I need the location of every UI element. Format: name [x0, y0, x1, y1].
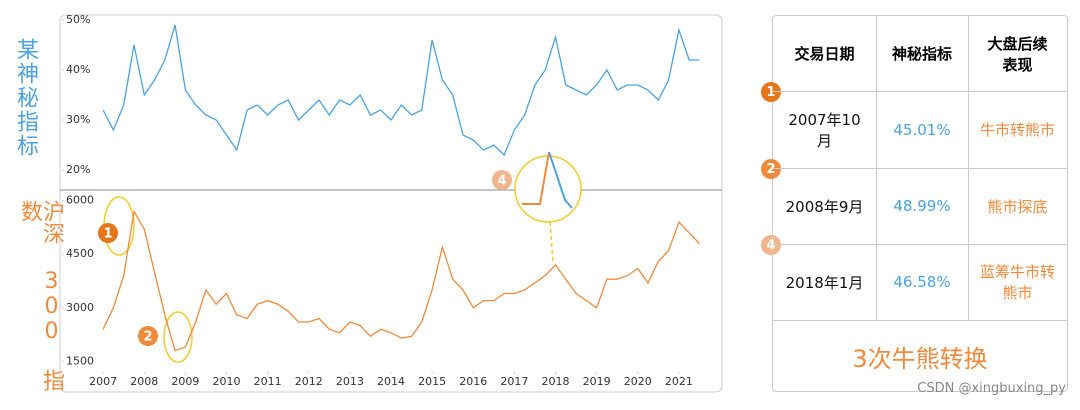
highlight: [163, 311, 193, 363]
watermark: CSDN @xingbuxing_py: [917, 381, 1066, 396]
row-marker: 1: [761, 82, 781, 102]
table-footer: 3次牛熊转换: [852, 344, 988, 373]
row-marker: 2: [761, 159, 781, 179]
row-marker: 4: [761, 235, 781, 255]
marker-label: 1: [103, 227, 112, 242]
x-tick-label: 2008: [130, 375, 158, 388]
table-cell: 46.58%: [893, 273, 951, 291]
table-cell: 2018年1月: [785, 273, 864, 292]
x-tick-label: 2015: [418, 375, 446, 388]
table-rule: [773, 168, 1067, 169]
table-rule: [773, 244, 1067, 245]
magnified-line: [522, 151, 550, 205]
y-tick-label: 40%: [66, 63, 90, 76]
y-tick-label: 20%: [66, 163, 90, 176]
chart: 20% 30% 40% 50% 1500 3000 4500 6000 2007 2008 2009…: [59, 13, 723, 393]
x-tick-label: 2014: [377, 375, 405, 388]
header-cell: 交易日期: [794, 45, 855, 63]
table-cell: 2008年9月: [785, 197, 864, 216]
table-cell: 熊市探底: [987, 197, 1048, 216]
marker: [492, 170, 512, 190]
x-tick-label: 2017: [500, 375, 528, 388]
table-rule: [773, 91, 1067, 92]
table-cell: 48.99%: [893, 197, 951, 215]
x-tick-label: 2019: [583, 375, 611, 388]
y-tick-label: 1500: [66, 354, 94, 367]
x-tick-label: 2013: [336, 375, 364, 388]
marker-label: 4: [497, 174, 506, 189]
magnified-line: [548, 151, 573, 209]
y-tick-label: 30%: [66, 113, 90, 126]
line: [102, 209, 700, 352]
table-rule: [876, 16, 877, 320]
y-tick-label: 3000: [66, 301, 94, 314]
table-cell: 2007年10月: [788, 110, 861, 150]
x-tick-label: 2009: [171, 375, 199, 388]
table-cell: 45.01%: [893, 120, 951, 139]
x-tick-label: 2020: [624, 375, 652, 388]
x-tick-label: 2018: [542, 375, 570, 388]
x-tick-label: 2021: [665, 375, 693, 388]
y-label-top: 某神秘指标: [13, 38, 38, 158]
line: [102, 24, 700, 157]
x-tick-label: 2007: [89, 375, 117, 388]
y-tick-label: 4500: [66, 247, 94, 260]
marker: [138, 326, 158, 346]
marker-label: 2: [143, 330, 152, 345]
x-tick-label: 2016: [459, 375, 487, 388]
table: 交易日期 神秘指标 大盘后续表现 2007年10月 45.01% 牛市转熊市 1 2008年9…: [761, 15, 1068, 392]
header-cell: 大盘后续表现: [987, 34, 1048, 74]
connector: [549, 221, 554, 263]
x-tick-label: 2012: [295, 375, 323, 388]
x-tick-label: 2011: [254, 375, 282, 388]
table-cell: 蓝筹牛市转熊市: [980, 263, 1056, 302]
marker: [98, 223, 118, 243]
chart-frame: [59, 14, 723, 393]
y-tick-label: 50%: [66, 13, 90, 26]
table-cell: 牛市转熊市: [980, 121, 1056, 139]
y-tick-label: 6000: [66, 194, 94, 207]
magnifier: [514, 155, 582, 223]
x-tick-label: 2010: [213, 375, 241, 388]
table-rule: [968, 16, 969, 320]
header-cell: 神秘指标: [891, 45, 952, 63]
table-rule: [773, 320, 1067, 321]
